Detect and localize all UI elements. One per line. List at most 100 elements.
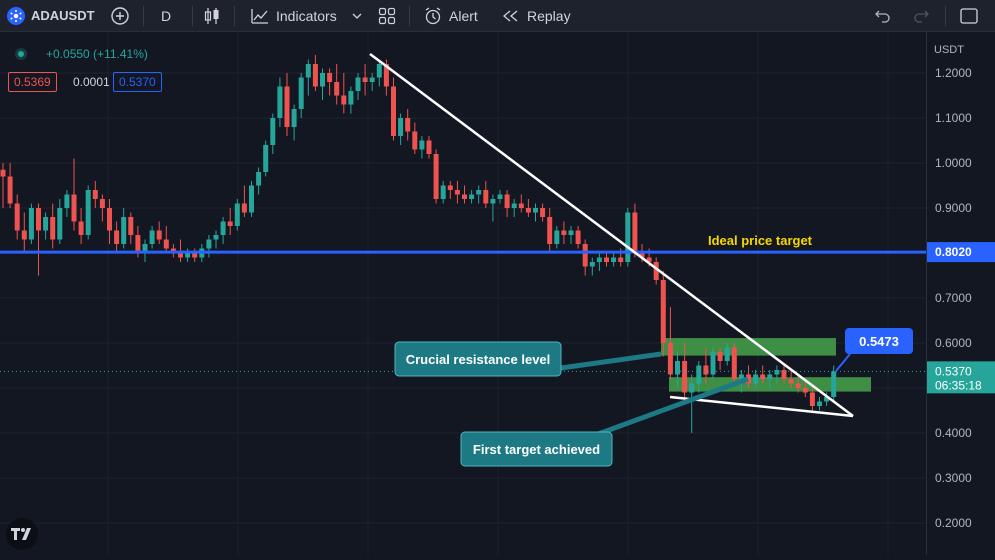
interval-label: D (161, 7, 172, 24)
candle-body (824, 397, 830, 402)
price-tick-label: 0.3000 (935, 471, 972, 485)
chart-pane[interactable]: Crucial resistance level First target ach… (0, 32, 926, 555)
candle-body (369, 77, 375, 82)
last-price-badge (927, 361, 995, 394)
candle-body (497, 194, 503, 199)
candle-body (540, 208, 546, 217)
candle-body (469, 194, 475, 199)
indicators-label: Indicators (276, 7, 337, 24)
chevron-down-icon (352, 13, 362, 19)
candle-body (533, 208, 538, 213)
layouts-button[interactable] (378, 0, 396, 31)
candle-body (795, 383, 801, 388)
indicators-button[interactable]: Indicators (250, 0, 337, 31)
first-target-label: First target achieved (473, 442, 600, 457)
replay-label: Replay (527, 7, 571, 24)
price-tick-label: 0.2000 (935, 516, 972, 530)
candle-body (192, 253, 198, 258)
candle-body (28, 208, 34, 240)
price-tick-label: 0.9000 (935, 201, 972, 215)
resistance-callout-pointer (560, 351, 662, 371)
candle-body (71, 194, 77, 222)
candle-body (611, 257, 617, 262)
candle-body (575, 230, 581, 244)
square-icon (960, 7, 978, 24)
candle-body (625, 212, 631, 262)
candle-body (682, 361, 688, 393)
alert-button[interactable]: Alert (423, 0, 478, 31)
candle-body (263, 145, 269, 172)
candle-body (142, 244, 148, 253)
candles-icon (204, 7, 219, 24)
fullscreen-button[interactable] (959, 0, 979, 31)
candle-body (50, 217, 56, 240)
candle-body (738, 374, 744, 379)
candle-body (114, 230, 120, 244)
candle-body (767, 374, 773, 379)
interval-button[interactable]: D (161, 0, 171, 31)
cardano-logo-icon (7, 6, 25, 25)
resistance-label-box (394, 341, 562, 377)
candle-body (760, 374, 766, 379)
candle-body (334, 82, 340, 96)
spread-value: 0.0001 (73, 75, 110, 89)
redo-button[interactable] (912, 0, 930, 31)
candle-body (213, 235, 219, 240)
candle-body (454, 190, 460, 195)
price-tick-label: 1.1000 (935, 111, 972, 125)
candle-body (675, 361, 680, 375)
buy-price-button[interactable]: 0.5370 (113, 72, 162, 92)
wedge-upper-trendline (369, 52, 854, 418)
symbol-search[interactable]: ADAUSDT (7, 0, 95, 31)
sell-price-button[interactable]: 0.5369 (8, 72, 57, 92)
candle-body (646, 257, 652, 262)
indicators-icon (251, 8, 268, 24)
chart-type-button[interactable] (203, 0, 221, 31)
price-chart[interactable]: Crucial resistance level First target ach… (0, 32, 926, 555)
candle-body (57, 208, 63, 240)
overlay: Crucial resistance level First target ach… (394, 233, 913, 467)
price-callout-label-box (845, 328, 913, 354)
candle-body (178, 253, 183, 258)
replay-button[interactable]: Replay (502, 0, 571, 31)
price-scale[interactable]: 1.2000 1.1000 1.0000 0.9000 0.7000 0.6000 0.40… (926, 32, 995, 555)
candle-body (660, 280, 666, 343)
chart-grid (0, 32, 926, 555)
indicators-dropdown[interactable] (352, 0, 362, 31)
candle-body (78, 221, 84, 235)
drawings (0, 52, 926, 418)
candle-body (809, 392, 815, 406)
price-tick-label: 1.2000 (935, 66, 972, 80)
compare-symbol-button[interactable] (110, 0, 130, 31)
target-price-badge-label: 0.8020 (935, 245, 972, 259)
candle-body (802, 388, 808, 393)
candle-body (568, 230, 574, 235)
candle-body (7, 176, 13, 204)
candle-body (185, 253, 191, 258)
candle-body (227, 221, 233, 226)
candle-body (511, 203, 517, 208)
candle-body (817, 401, 822, 406)
ideal-target-label: Ideal price target (708, 233, 813, 248)
candle-body (433, 154, 439, 199)
candle-body (256, 172, 262, 186)
currency-label: USDT (934, 44, 964, 56)
candle-body (121, 217, 127, 244)
candle-body (249, 185, 254, 213)
candle-body (447, 185, 453, 190)
candles (0, 55, 837, 433)
alarm-clock-icon (425, 6, 441, 24)
candle-body (696, 365, 702, 384)
candle-body (547, 217, 553, 244)
candle-body (234, 203, 240, 226)
candle-body (710, 352, 716, 375)
alert-label: Alert (449, 7, 478, 24)
candle-body (596, 257, 602, 262)
candle-body (355, 77, 361, 91)
candle-body (483, 190, 489, 204)
candle-body (291, 109, 297, 127)
tradingview-logo[interactable] (6, 518, 38, 550)
price-tick-label: 1.0000 (935, 156, 972, 170)
candle-body (774, 370, 780, 375)
undo-button[interactable] (874, 0, 892, 31)
